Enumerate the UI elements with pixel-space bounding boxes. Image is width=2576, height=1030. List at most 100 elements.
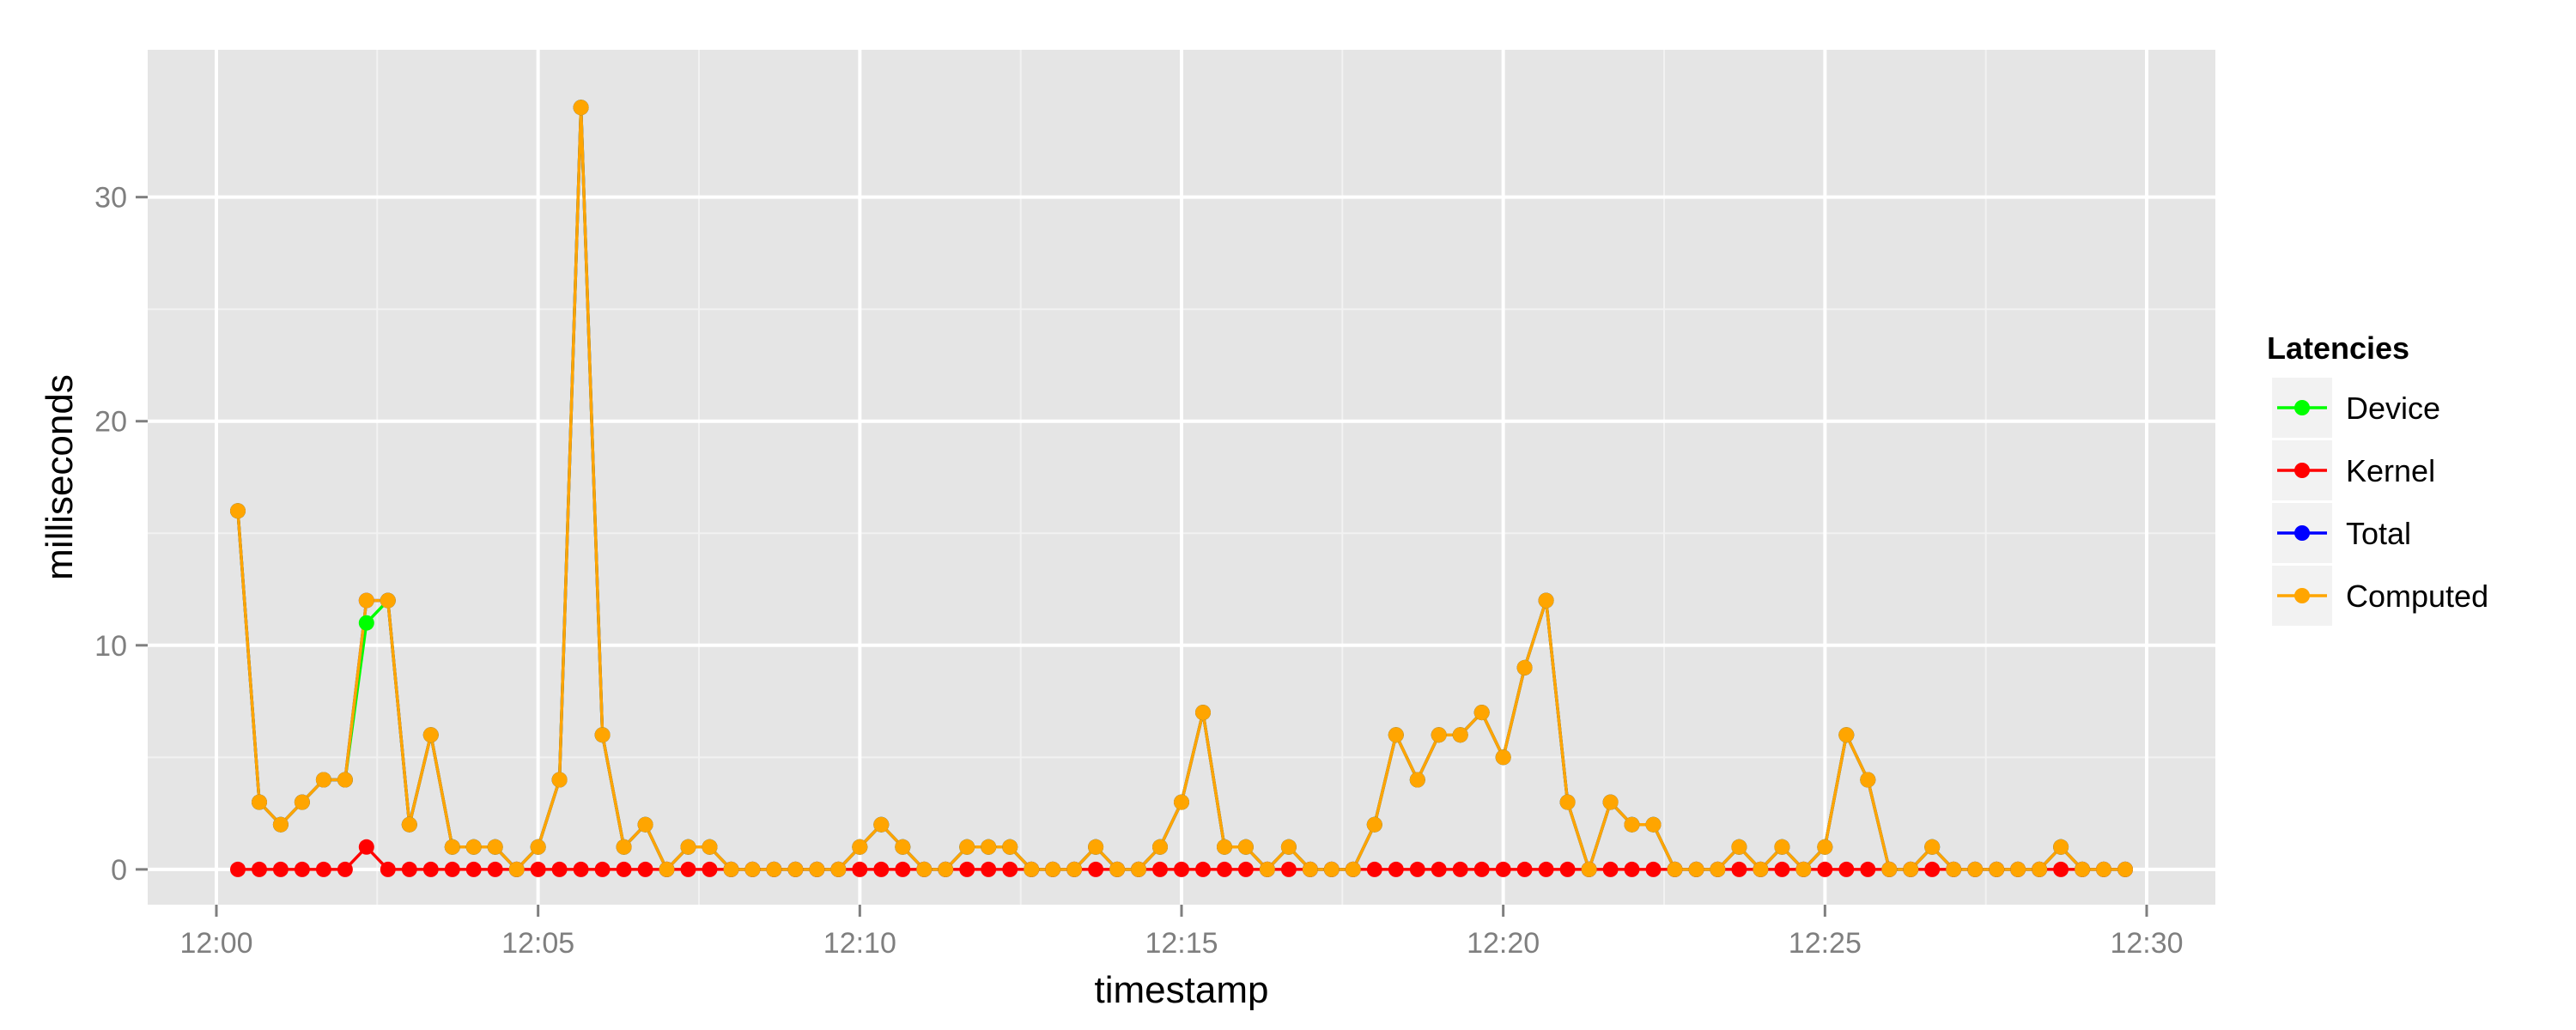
- data-point: [1602, 794, 1619, 810]
- data-point: [1280, 861, 1297, 877]
- data-point: [702, 861, 718, 877]
- data-point: [1452, 861, 1468, 877]
- data-point: [465, 839, 482, 855]
- data-point: [444, 839, 460, 855]
- data-point: [272, 816, 289, 833]
- data-point: [530, 861, 546, 877]
- data-point: [1924, 861, 1941, 877]
- data-point: [1088, 861, 1104, 877]
- data-point: [637, 861, 653, 877]
- data-point: [272, 861, 289, 877]
- data-point: [981, 861, 997, 877]
- x-axis-title: timestamp: [1095, 969, 1269, 1011]
- legend-label: Total: [2346, 516, 2411, 551]
- data-point: [1217, 861, 1232, 877]
- data-point: [2117, 861, 2133, 877]
- data-point: [1174, 794, 1189, 810]
- x-tick-label: 12:15: [1145, 927, 1218, 960]
- data-point: [1881, 861, 1898, 877]
- data-point: [444, 861, 460, 877]
- legend-label: Computed: [2346, 579, 2488, 614]
- data-point: [530, 839, 546, 855]
- x-tick-label: 12:20: [1467, 927, 1540, 960]
- legend-key-point: [2294, 400, 2310, 415]
- data-point: [1237, 861, 1254, 877]
- data-point: [551, 861, 568, 877]
- y-tick-label: 30: [94, 182, 127, 215]
- data-point: [1795, 861, 1812, 877]
- data-point: [401, 861, 417, 877]
- data-point: [1237, 839, 1254, 855]
- data-point: [2075, 861, 2091, 877]
- data-point: [1409, 772, 1425, 788]
- data-point: [766, 861, 782, 877]
- data-point: [487, 861, 503, 877]
- data-point: [1431, 861, 1447, 877]
- data-point: [1645, 816, 1662, 833]
- series-points: [230, 100, 2133, 877]
- legend-label: Device: [2346, 391, 2440, 426]
- data-point: [1624, 861, 1640, 877]
- data-point: [358, 592, 374, 609]
- data-point: [1860, 861, 1876, 877]
- data-point: [1323, 861, 1340, 877]
- data-point: [1217, 839, 1232, 855]
- data-point: [337, 861, 353, 877]
- data-point: [895, 839, 911, 855]
- data-point: [1710, 861, 1726, 877]
- legend-item-device: Device: [2272, 378, 2440, 438]
- data-point: [2053, 861, 2069, 877]
- data-point: [1753, 861, 1769, 877]
- data-point: [1045, 861, 1061, 877]
- legend-item-kernel: Kernel: [2272, 440, 2435, 500]
- data-point: [702, 839, 718, 855]
- data-point: [1967, 861, 1984, 877]
- data-point: [1516, 861, 1533, 877]
- data-point: [680, 839, 696, 855]
- x-tick-label: 12:10: [823, 927, 896, 960]
- data-point: [1731, 861, 1747, 877]
- legend-items: Device Kernel Total Computed: [2272, 378, 2488, 626]
- y-tick-label: 20: [94, 406, 127, 439]
- data-point: [380, 592, 396, 609]
- legend: Latencies Device Kernel Total Computed: [2267, 330, 2488, 626]
- data-point: [1688, 861, 1704, 877]
- data-point: [1195, 861, 1211, 877]
- data-point: [1280, 839, 1297, 855]
- data-point: [1109, 861, 1126, 877]
- data-point: [401, 816, 417, 833]
- data-point: [1345, 861, 1361, 877]
- data-point: [1989, 861, 2005, 877]
- data-point: [1817, 861, 1833, 877]
- data-point: [809, 861, 825, 877]
- data-point: [1388, 727, 1404, 743]
- data-point: [422, 861, 439, 877]
- data-point: [852, 861, 868, 877]
- data-point: [1495, 749, 1511, 766]
- grid-major: [148, 50, 2215, 905]
- y-tick-label: 0: [111, 854, 127, 887]
- data-point: [1452, 727, 1468, 743]
- x-axis: 12:00 12:05 12:10 12:15 12:20 12:25 12:30: [179, 905, 2184, 960]
- data-point: [1002, 839, 1018, 855]
- legend-item-computed: Computed: [2272, 566, 2488, 626]
- data-point: [1409, 861, 1425, 877]
- data-point: [787, 861, 804, 877]
- data-point: [358, 615, 374, 631]
- data-point: [1667, 861, 1683, 877]
- data-point: [1195, 705, 1211, 721]
- data-point: [916, 861, 933, 877]
- data-point: [1838, 861, 1855, 877]
- data-point: [1431, 727, 1447, 743]
- data-point: [1131, 861, 1146, 877]
- data-point: [1066, 861, 1083, 877]
- data-point: [873, 861, 890, 877]
- data-point: [938, 861, 954, 877]
- data-point: [230, 861, 246, 877]
- data-point: [315, 772, 331, 788]
- data-point: [594, 861, 611, 877]
- data-point: [1602, 861, 1619, 877]
- data-point: [1645, 861, 1662, 877]
- data-point: [1624, 816, 1640, 833]
- data-point: [1774, 839, 1790, 855]
